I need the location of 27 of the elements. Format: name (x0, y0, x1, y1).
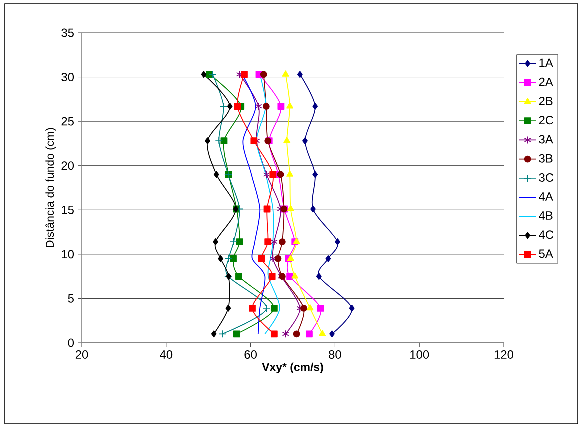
legend-label: 5A (539, 250, 554, 258)
legend-label: 2B (539, 97, 553, 106)
y-tick-label: 15 (62, 206, 74, 214)
x-tick-label: 60 (244, 350, 257, 359)
legend-label: 2A (539, 78, 554, 86)
legend-label: 3A (539, 135, 554, 144)
y-tick-label: 20 (62, 162, 74, 170)
legend-label: 2C (539, 116, 554, 125)
y-tick-label: 5 (68, 294, 74, 303)
legend-label: 4B (539, 212, 553, 220)
y-tick-label: 35 (62, 28, 74, 38)
legend-label: 3B (539, 154, 553, 163)
x-tick-label: 100 (410, 350, 430, 359)
y-axis-title: Distância do fundo (cm) (46, 128, 56, 248)
y-tick-label: 10 (62, 250, 74, 259)
x-tick-label: 40 (160, 350, 173, 359)
x-tick-label: 20 (76, 350, 88, 359)
legend-label: 3C (539, 174, 554, 182)
x-tick-label: 120 (494, 350, 514, 359)
y-tick-label: 30 (62, 73, 74, 82)
legend-label: 1A (540, 58, 554, 68)
y-tick-label: 0 (68, 338, 74, 348)
y-tick-label: 25 (62, 117, 74, 126)
legend-label: 4C (539, 230, 554, 240)
x-tick-label: 80 (329, 350, 342, 359)
x-axis-title: Vxy* (cm/s) (262, 362, 324, 374)
legend-label: 4A (539, 192, 554, 201)
